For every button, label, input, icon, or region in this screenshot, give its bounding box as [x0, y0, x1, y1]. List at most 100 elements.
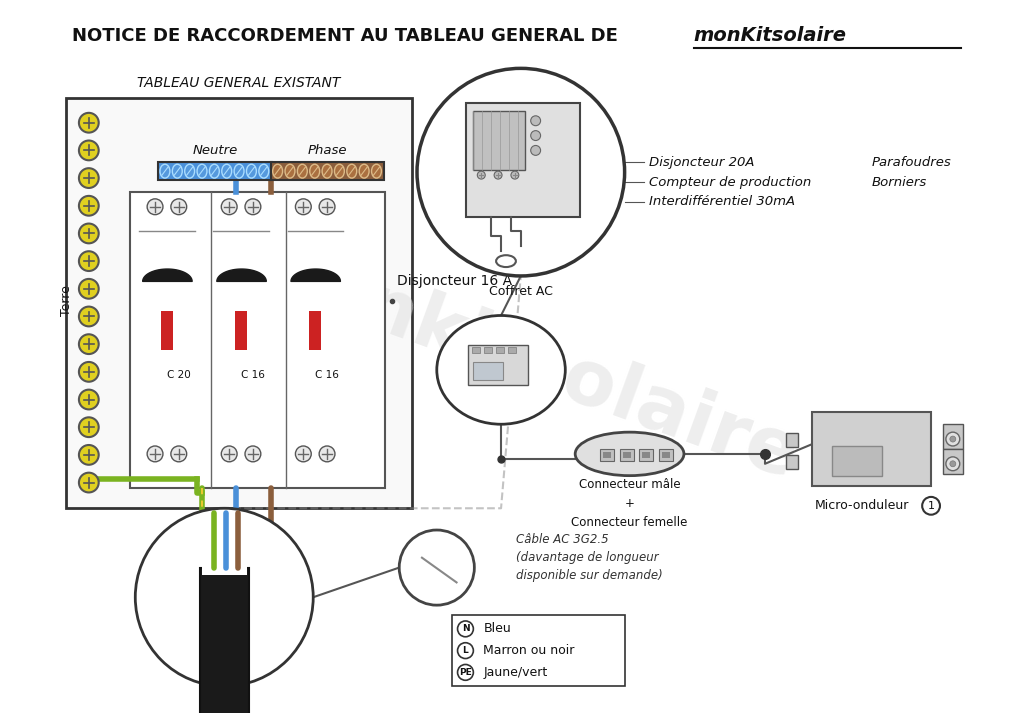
Bar: [496, 347, 504, 353]
Bar: [508, 347, 516, 353]
Circle shape: [458, 642, 473, 658]
Text: Marron ou noir: Marron ou noir: [483, 644, 574, 657]
Circle shape: [79, 141, 98, 161]
Circle shape: [79, 113, 98, 133]
Bar: [236, 310, 247, 350]
Ellipse shape: [259, 164, 268, 178]
Ellipse shape: [285, 164, 295, 178]
Circle shape: [950, 461, 955, 467]
Circle shape: [171, 199, 186, 214]
Circle shape: [79, 389, 98, 409]
Text: monkitsolaire: monkitsolaire: [227, 224, 808, 496]
Ellipse shape: [575, 432, 684, 475]
Circle shape: [79, 224, 98, 243]
Text: Connecteur mâle
+
Connecteur femelle: Connecteur mâle + Connecteur femelle: [571, 478, 688, 529]
Text: C 20: C 20: [167, 370, 190, 380]
Text: Compteur de production: Compteur de production: [649, 176, 812, 189]
Text: Interdifférentiel 30mA: Interdifférentiel 30mA: [649, 195, 796, 209]
Bar: [473, 362, 503, 380]
Text: monKitsolaire: monKitsolaire: [694, 27, 847, 45]
Bar: [659, 449, 673, 461]
Bar: [620, 449, 634, 461]
Circle shape: [511, 171, 519, 179]
Text: Micro-onduleur: Micro-onduleur: [815, 499, 909, 513]
Text: C 16: C 16: [315, 370, 339, 380]
Text: N: N: [462, 625, 469, 633]
Text: Neutre: Neutre: [193, 144, 238, 157]
Ellipse shape: [437, 315, 565, 424]
Circle shape: [79, 279, 98, 299]
Bar: [468, 345, 527, 385]
Text: Parafoudres: Parafoudres: [871, 156, 951, 168]
Ellipse shape: [197, 164, 207, 178]
Text: TABLEAU GENERAL EXISTANT: TABLEAU GENERAL EXISTANT: [137, 76, 341, 90]
Ellipse shape: [347, 164, 356, 178]
Ellipse shape: [160, 164, 170, 178]
Ellipse shape: [222, 164, 231, 178]
Ellipse shape: [309, 164, 319, 178]
Text: Disjoncteur 20A: Disjoncteur 20A: [649, 156, 755, 168]
Bar: [833, 447, 882, 476]
Bar: [484, 347, 493, 353]
Bar: [472, 347, 480, 353]
Text: Bleu: Bleu: [483, 622, 511, 635]
Bar: [639, 449, 653, 461]
Text: Jaune/vert: Jaune/vert: [483, 666, 548, 679]
Bar: [943, 449, 963, 474]
Bar: [452, 615, 625, 686]
Bar: [467, 103, 581, 217]
Circle shape: [79, 196, 98, 216]
Ellipse shape: [210, 164, 219, 178]
Circle shape: [530, 130, 541, 141]
Circle shape: [495, 171, 502, 179]
Bar: [603, 452, 610, 458]
Bar: [161, 310, 173, 350]
Ellipse shape: [372, 164, 381, 178]
Ellipse shape: [247, 164, 256, 178]
Text: Phase: Phase: [308, 144, 347, 157]
Ellipse shape: [172, 164, 182, 178]
Circle shape: [946, 432, 959, 446]
Circle shape: [530, 146, 541, 156]
Ellipse shape: [184, 164, 195, 178]
Bar: [623, 452, 631, 458]
Circle shape: [477, 171, 485, 179]
Circle shape: [79, 362, 98, 381]
Circle shape: [147, 446, 163, 462]
Text: NOTICE DE RACCORDEMENT AU TABLEAU GENERAL DE: NOTICE DE RACCORDEMENT AU TABLEAU GENERA…: [72, 27, 624, 44]
Bar: [600, 449, 613, 461]
Circle shape: [458, 665, 473, 680]
Circle shape: [147, 199, 163, 214]
Text: Borniers: Borniers: [871, 176, 927, 189]
Circle shape: [923, 497, 940, 515]
Text: Câble AC 3G2.5
(davantage de longueur
disponible sur demande): Câble AC 3G2.5 (davantage de longueur di…: [516, 533, 663, 582]
Circle shape: [245, 446, 261, 462]
Ellipse shape: [234, 164, 244, 178]
Circle shape: [458, 621, 473, 637]
Circle shape: [950, 436, 955, 442]
Ellipse shape: [272, 164, 283, 178]
Circle shape: [79, 251, 98, 271]
Bar: [943, 424, 963, 449]
Circle shape: [79, 334, 98, 354]
Ellipse shape: [297, 164, 307, 178]
Circle shape: [171, 446, 186, 462]
Bar: [158, 162, 271, 180]
Ellipse shape: [323, 164, 332, 178]
Circle shape: [79, 417, 98, 437]
Bar: [663, 452, 670, 458]
Ellipse shape: [335, 164, 344, 178]
Circle shape: [295, 199, 311, 214]
Circle shape: [79, 473, 98, 493]
Circle shape: [319, 446, 335, 462]
Circle shape: [79, 445, 98, 465]
Bar: [473, 111, 524, 170]
Circle shape: [399, 530, 474, 605]
Circle shape: [417, 68, 625, 276]
Bar: [785, 455, 798, 469]
Circle shape: [295, 446, 311, 462]
Text: Coffret AC: Coffret AC: [488, 285, 553, 298]
Circle shape: [79, 307, 98, 326]
Text: 1: 1: [928, 500, 935, 511]
Bar: [270, 162, 384, 180]
